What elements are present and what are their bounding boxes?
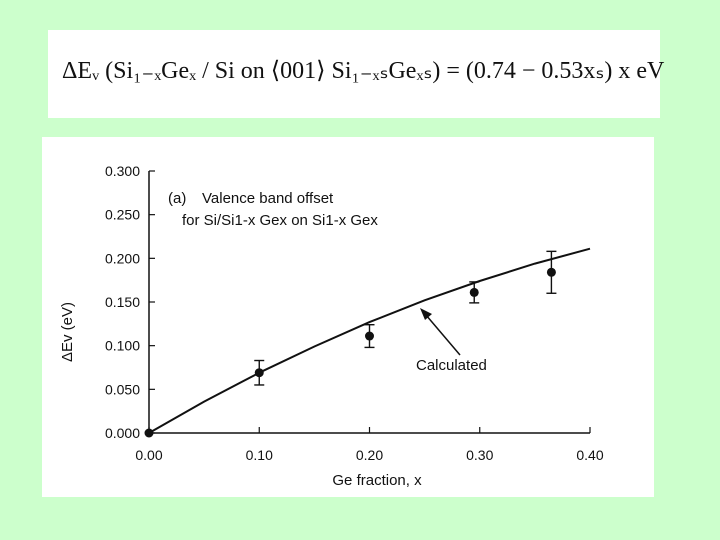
x-tick-label: 0.40 xyxy=(576,447,603,463)
chart-title-line2: for Si/Si1-x Gex on Si1-x Gex xyxy=(182,212,378,229)
x-tick-label: 0.10 xyxy=(246,447,273,463)
panel-label: (a) xyxy=(168,190,186,207)
y-tick-label: 0.100 xyxy=(105,338,140,354)
plot-axes xyxy=(148,171,590,434)
chart-title-line1: Valence band offset xyxy=(202,190,334,207)
valence-band-offset-chart: 0.000 0.050 0.100 0.150 0.200 0.250 0.300 0.00 0… xyxy=(59,163,604,489)
y-tick-label: 0.200 xyxy=(105,250,140,266)
y-tick-label: 0.050 xyxy=(105,381,140,397)
calculated-curve-group xyxy=(148,247,591,434)
equation-text: ΔEᵥ (Si₁₋ₓGeₓ / Si on ⟨001⟩ Si₁₋ₓₛGeₓₛ) … xyxy=(62,58,665,84)
data-point xyxy=(546,267,556,277)
calculated-annotation: Calculated xyxy=(416,357,487,374)
y-tick-label: 0.000 xyxy=(105,425,140,441)
axis-ticks: 0.000 0.050 0.100 0.150 0.200 0.250 0.300 0.00 0… xyxy=(105,163,604,463)
x-axis-label: Ge fraction, x xyxy=(332,472,422,489)
y-tick-label: 0.150 xyxy=(105,294,140,310)
y-axis-label: ΔEv (eV) xyxy=(59,302,76,362)
data-point xyxy=(254,368,264,378)
x-tick-label: 0.30 xyxy=(466,447,493,463)
calculated-curve xyxy=(148,247,591,434)
annotation-arrow xyxy=(420,308,461,356)
data-point xyxy=(144,428,154,438)
data-point xyxy=(469,287,479,297)
y-tick-label: 0.300 xyxy=(105,163,140,179)
y-tick-label: 0.250 xyxy=(105,207,140,223)
data-points-group xyxy=(144,250,557,438)
x-tick-label: 0.00 xyxy=(135,447,162,463)
data-point xyxy=(365,331,374,341)
chart-panel: 0.000 0.050 0.100 0.150 0.200 0.250 0.300 0.00 0… xyxy=(42,137,654,497)
equation-panel: ΔEᵥ (Si₁₋ₓGeₓ / Si on ⟨001⟩ Si₁₋ₓₛGeₓₛ) … xyxy=(48,30,664,118)
x-tick-label: 0.20 xyxy=(356,447,383,463)
